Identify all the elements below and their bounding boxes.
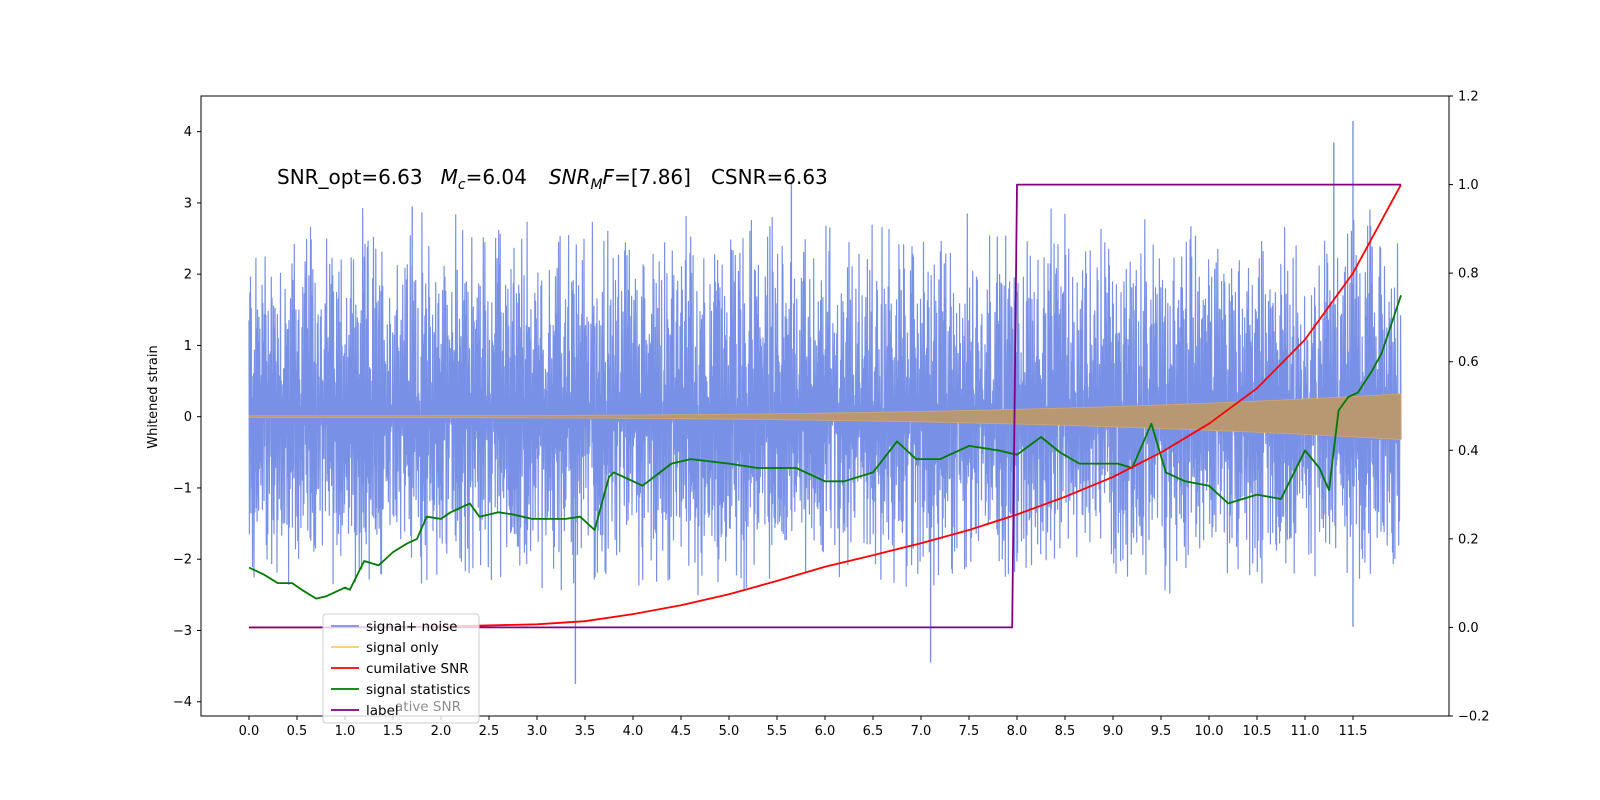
cumulative-snr-line xyxy=(249,184,1402,629)
y2-tick-label: −0.2 xyxy=(1458,710,1490,725)
x-tick-label: 9.0 xyxy=(1103,724,1124,739)
y-tick-label: 1 xyxy=(184,339,192,354)
x-tick-label: 8.5 xyxy=(1055,724,1076,739)
x-tick-label: 8.0 xyxy=(1007,724,1028,739)
mc-symbol: M xyxy=(441,165,458,189)
signal-noise-series xyxy=(248,120,1402,684)
legend-overlap-text: ative SNR xyxy=(395,699,461,715)
metrics-annotation: SNR_opt=6.63 Mc=6.04 SNRMF=[7.86] CSNR=6.63 xyxy=(277,165,828,193)
y2-tick-label: 0.2 xyxy=(1458,532,1479,547)
signal-statistics-line xyxy=(248,295,1402,600)
y2-tick-label: 0.4 xyxy=(1458,444,1479,459)
x-tick-label: 5.0 xyxy=(719,724,740,739)
x-tick-label: 4.0 xyxy=(623,724,644,739)
y-tick-label: 4 xyxy=(184,125,192,140)
y2-tick-label: 1.2 xyxy=(1458,90,1479,105)
x-tick-label: 11.0 xyxy=(1291,724,1320,739)
mf-symbol: SNR xyxy=(549,165,591,189)
legend-label: label xyxy=(366,703,399,719)
x-tick-label: 6.5 xyxy=(863,724,884,739)
legend-label: signal only xyxy=(366,640,439,656)
x-tick-label: 3.0 xyxy=(527,724,548,739)
y-tick-label: −2 xyxy=(173,553,192,568)
snr-opt-text: SNR_opt=6.63 xyxy=(277,165,423,189)
x-tick-label: 2.5 xyxy=(479,724,500,739)
label-line xyxy=(249,183,1401,629)
x-tick-label: 9.5 xyxy=(1151,724,1172,739)
signal-only-series xyxy=(248,393,1402,440)
y2-tick-label: 0.0 xyxy=(1458,621,1479,636)
legend-label: signal statistics xyxy=(366,682,470,698)
x-tick-label: 10.5 xyxy=(1243,724,1272,739)
y2-tick-label: 0.8 xyxy=(1458,267,1479,282)
y-tick-label: 2 xyxy=(184,268,192,283)
x-tick-label: 4.5 xyxy=(671,724,692,739)
y2-tick-label: 0.6 xyxy=(1458,355,1479,370)
x-tick-label: 7.0 xyxy=(911,724,932,739)
x-tick-label: 0.5 xyxy=(287,724,308,739)
y-tick-label: −1 xyxy=(173,481,192,496)
mf-f: F xyxy=(603,165,615,189)
y-axis-label: Whitened strain xyxy=(146,345,161,448)
y-tick-label: −4 xyxy=(173,695,192,710)
x-tick-label: 10.0 xyxy=(1195,724,1224,739)
x-tick-label: 1.5 xyxy=(383,724,404,739)
x-tick-label: 6.0 xyxy=(815,724,836,739)
y-tick-label: 0 xyxy=(184,410,192,425)
axes: 0.0 0.5 1.0 1.5 2.0 2.5 3.0 3.5 4.0 4.5 5.0 5.5 6.0 6… xyxy=(173,90,1490,740)
mc-value: =6.04 xyxy=(466,165,527,189)
x-tick-label: 5.5 xyxy=(767,724,788,739)
x-tick-label: 0.0 xyxy=(239,724,260,739)
x-tick-label: 7.5 xyxy=(959,724,980,739)
csnr-text: CSNR=6.63 xyxy=(711,165,828,189)
x-tick-label: 2.0 xyxy=(431,724,452,739)
legend-label: cumilative SNR xyxy=(366,661,469,677)
x-tick-label: 11.5 xyxy=(1339,724,1368,739)
x-tick-label: 1.0 xyxy=(335,724,356,739)
x-tick-label: 3.5 xyxy=(575,724,596,739)
line-series-group xyxy=(248,183,1402,629)
y2-tick-label: 1.0 xyxy=(1458,178,1479,193)
legend-label: signal+ noise xyxy=(366,619,457,635)
legend: ative SNR signal+ noise signal only cumila… xyxy=(322,613,480,724)
mc-subscript: c xyxy=(458,177,466,193)
mf-subscript: M xyxy=(590,177,602,193)
legend-box xyxy=(322,613,480,724)
signal-only-envelope xyxy=(248,393,1402,440)
y-tick-label: −3 xyxy=(173,624,192,639)
signal-noise-trace xyxy=(248,207,1402,596)
mf-value: =[7.86] xyxy=(614,165,691,189)
y-tick-label: 3 xyxy=(184,196,192,211)
